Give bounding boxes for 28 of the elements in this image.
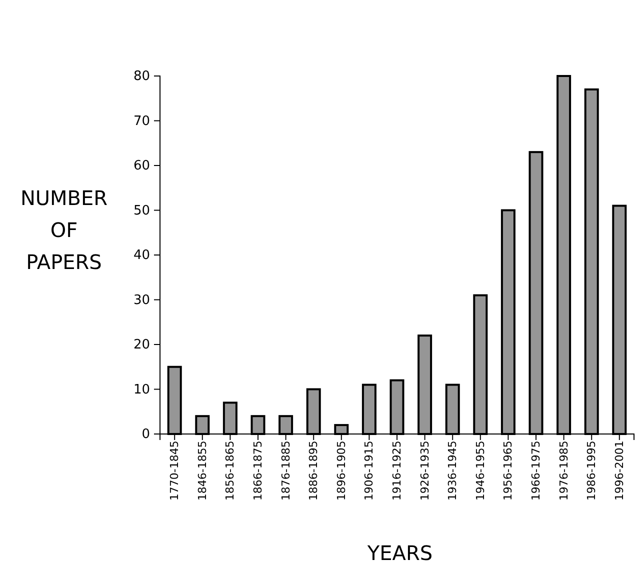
x-tick-label: 1966-1975 <box>530 440 543 501</box>
y-tick-label: 80 <box>133 69 150 84</box>
y-axis-title: NUMBER OF PAPERS <box>20 186 108 274</box>
x-axis-title: YEARS <box>366 541 433 565</box>
y-tick-label: 60 <box>133 158 150 174</box>
y-tick-label: 50 <box>133 203 150 218</box>
x-tick-label: 1926-1935 <box>418 440 432 501</box>
x-tick-label: 1906-1915 <box>362 440 376 501</box>
x-tick-label: 1996-2001 <box>612 440 626 501</box>
x-tick-label: 1846-1855 <box>196 440 209 501</box>
x-tick-label: 1986-1995 <box>585 440 598 501</box>
y-tick-label: 30 <box>133 292 150 308</box>
y-tick-label: 10 <box>133 382 150 398</box>
x-tick-label: 1946-1955 <box>474 440 487 501</box>
x-tick-label: 1916-1925 <box>390 440 404 501</box>
x-tick-label: 1936-1945 <box>446 440 460 501</box>
x-tick-label: 1976-1985 <box>557 440 570 501</box>
x-tick-label: 1876-1885 <box>279 440 292 501</box>
y-tick-label: 20 <box>133 338 150 353</box>
y-tick-label: 70 <box>133 114 150 129</box>
x-tick-label: 1956-1965 <box>502 440 515 501</box>
x-tick-label: 1866-1875 <box>251 440 264 501</box>
y-tick-label: 0 <box>142 427 150 442</box>
x-tick-label: 1770-1845 <box>168 440 182 501</box>
x-tick-label: 1856-1865 <box>224 440 237 501</box>
x-tick-label: 1886-1895 <box>307 440 320 501</box>
x-tick-label: 1896-1905 <box>334 440 348 501</box>
y-tick-label: 40 <box>133 248 150 264</box>
